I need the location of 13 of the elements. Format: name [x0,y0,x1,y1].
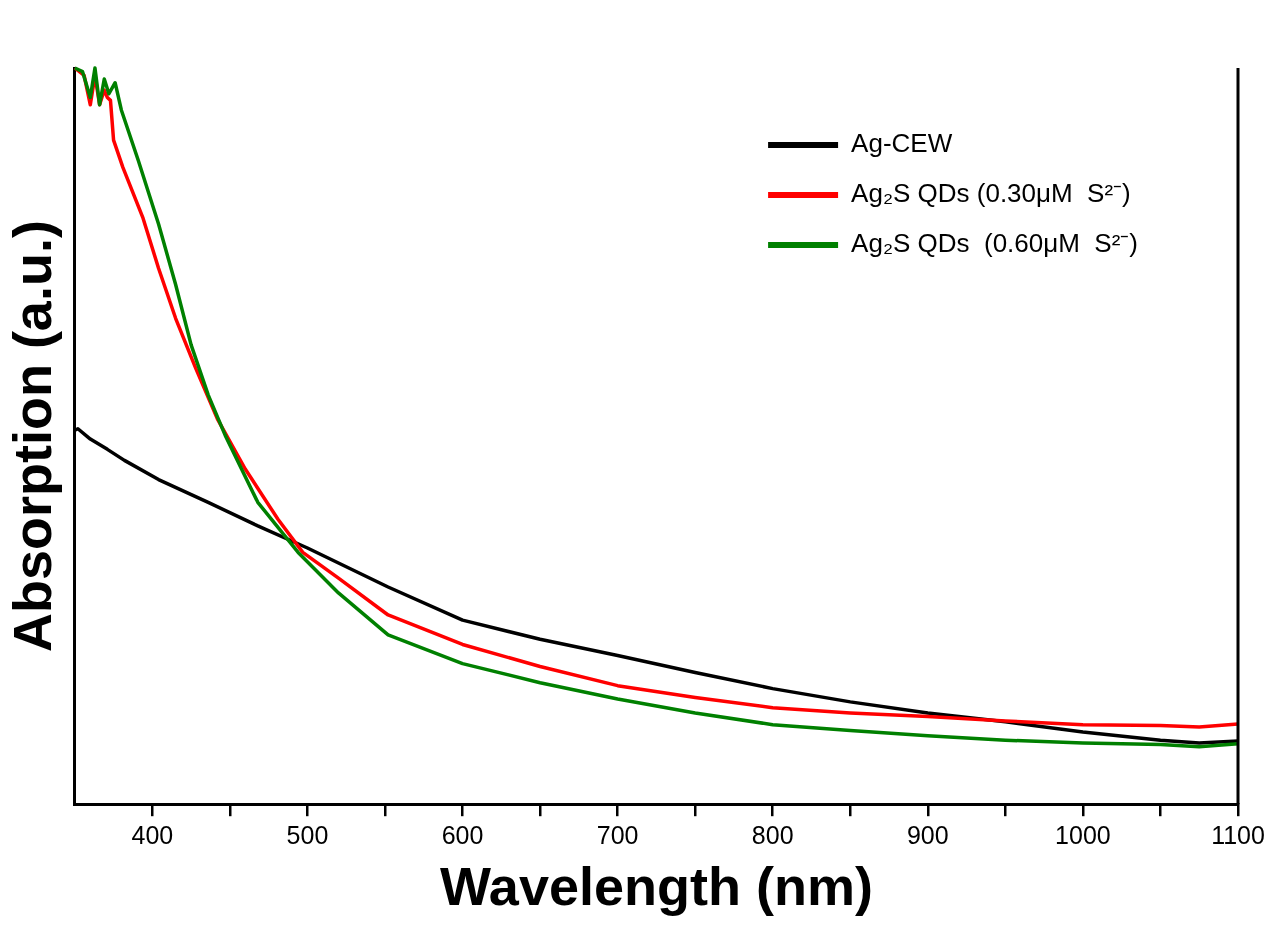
legend-label: Ag₂S QDs (0.30μM S²⁻) [851,178,1131,209]
x-tick-label: 400 [131,821,174,850]
x-tick-label: 900 [906,821,949,850]
x-tick-label: 800 [751,821,794,850]
x-axis-title: Wavelength (nm) [439,856,873,917]
legend-label: Ag₂S QDs (0.60μM S²⁻) [851,228,1139,259]
x-tick-label: 500 [286,821,329,850]
x-tick-label: 1100 [1211,821,1265,850]
y-axis-title: Absorption (a.u.) [2,220,63,653]
legend-label: Ag-CEW [851,128,953,159]
x-tick-label: 700 [596,821,639,850]
x-tick-label: 1000 [1055,821,1111,850]
x-tick-label: 600 [441,821,484,850]
